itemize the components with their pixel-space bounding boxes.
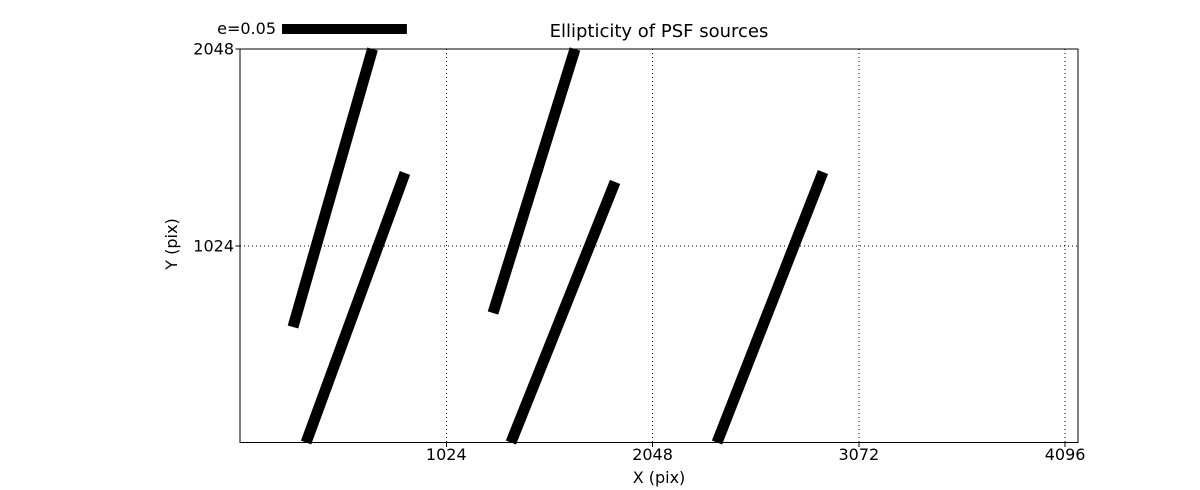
legend-label: e=0.05 <box>217 19 276 38</box>
y-tick-label: 1024 <box>193 236 234 255</box>
chart-title: Ellipticity of PSF sources <box>549 21 769 42</box>
ellipticity-whisker <box>287 47 378 329</box>
x-axis-label: X (pix) <box>632 468 686 487</box>
ellipticity-whisker <box>505 179 621 445</box>
x-tick-label: 2048 <box>632 445 673 464</box>
y-tick-label: 2048 <box>193 40 234 59</box>
x-tick-label: 1024 <box>426 445 467 464</box>
x-tick-label: 3072 <box>838 445 879 464</box>
ellipticity-whisker <box>300 171 411 445</box>
legend-scale-bar <box>282 24 407 34</box>
y-axis-label: Y (pix) <box>162 218 181 270</box>
ellipticity-whisker <box>711 169 829 445</box>
ellipticity-whisker <box>487 47 581 315</box>
x-tick-label: 4096 <box>1045 445 1086 464</box>
